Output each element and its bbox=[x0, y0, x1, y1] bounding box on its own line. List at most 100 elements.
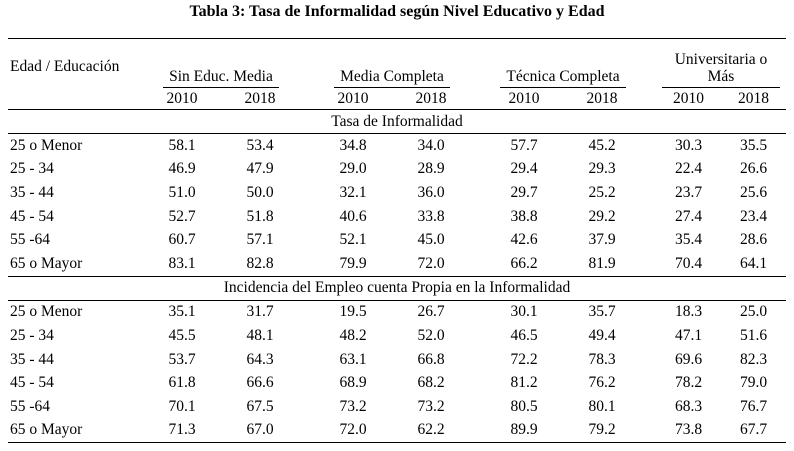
section-title: Tasa de Informalidad bbox=[331, 112, 463, 130]
table-cell: 68.3 bbox=[674, 397, 703, 415]
table-cell: 25.2 bbox=[588, 183, 616, 201]
table-cell: 61.8 bbox=[168, 374, 196, 392]
table-cell: 70.1 bbox=[168, 397, 196, 415]
table-cell: 35.1 bbox=[168, 303, 196, 321]
table-cell: 68.9 bbox=[339, 374, 367, 392]
table-cell: 30.1 bbox=[510, 303, 538, 321]
row-label: 55 -64 bbox=[10, 231, 51, 249]
table-cell: 52.1 bbox=[339, 231, 367, 249]
year-header: 2018 bbox=[415, 89, 447, 107]
table-row: 45 - 54 52.7 51.8 40.6 33.8 38.8 29.2 27.4 23.4 bbox=[8, 205, 786, 229]
row-label: 25 o Menor bbox=[10, 303, 83, 321]
table-cell: 52.0 bbox=[417, 326, 445, 344]
table-cell: 79.0 bbox=[739, 374, 768, 392]
table-cell: 35.5 bbox=[739, 136, 768, 154]
table-cell: 46.5 bbox=[510, 326, 538, 344]
table-row: 35 - 44 53.7 64.3 63.1 66.8 72.2 78.3 69.6 82.3 bbox=[8, 348, 786, 372]
table-cell: 45.0 bbox=[417, 231, 445, 249]
table-cell: 67.5 bbox=[246, 397, 274, 415]
row-label: 25 o Menor bbox=[10, 136, 83, 154]
row-label: 25 - 34 bbox=[10, 160, 54, 178]
table-cell: 45.2 bbox=[588, 136, 616, 154]
table-cell: 79.9 bbox=[339, 254, 367, 272]
table-cell: 70.4 bbox=[674, 254, 703, 272]
table-cell: 51.6 bbox=[739, 326, 768, 344]
table-cell: 50.0 bbox=[246, 183, 274, 201]
table-cell: 69.6 bbox=[674, 350, 703, 368]
table-cell: 57.7 bbox=[510, 136, 538, 154]
table-cell: 23.7 bbox=[674, 183, 703, 201]
group-header-sin-educ-media: Sin Educ. Media bbox=[143, 39, 299, 88]
table-cell: 53.4 bbox=[246, 136, 274, 154]
table-cell: 72.0 bbox=[417, 254, 445, 272]
table-cell: 64.3 bbox=[246, 350, 274, 368]
table-cell: 28.6 bbox=[739, 231, 768, 249]
table-row: 25 - 34 45.5 48.1 48.2 52.0 46.5 49.4 47.1 51.6 bbox=[8, 324, 786, 348]
row-label: 45 - 54 bbox=[10, 207, 54, 225]
header-row-years: 2010 2018 2010 2018 2010 2018 2010 2018 bbox=[8, 88, 786, 110]
table-cell: 62.2 bbox=[417, 421, 445, 439]
table-cell: 25.6 bbox=[739, 183, 768, 201]
table-cell: 63.1 bbox=[339, 350, 367, 368]
table-cell: 82.3 bbox=[739, 350, 768, 368]
year-header: 2010 bbox=[166, 89, 198, 107]
table-cell: 46.9 bbox=[168, 160, 196, 178]
table-cell: 29.4 bbox=[510, 160, 538, 178]
table-row: 55 -64 70.1 67.5 73.2 73.2 80.5 80.1 68.3 76.7 bbox=[8, 395, 786, 419]
table-row: 25 o Menor 35.1 31.7 19.5 26.7 30.1 35.7 18.3 25… bbox=[8, 300, 786, 324]
table-cell: 19.5 bbox=[339, 303, 367, 321]
table-cell: 58.1 bbox=[168, 136, 196, 154]
table-row: 65 o Mayor 83.1 82.8 79.9 72.0 66.2 81.9 70.4 64… bbox=[8, 252, 786, 277]
table-cell: 51.8 bbox=[246, 207, 274, 225]
table-cell: 51.0 bbox=[168, 183, 196, 201]
informality-table: Edad / Educación Sin Educ. Media Media C… bbox=[8, 38, 786, 443]
table-cell: 78.2 bbox=[674, 374, 703, 392]
table-cell: 25.0 bbox=[739, 303, 768, 321]
table-cell: 45.5 bbox=[168, 326, 196, 344]
table-cell: 29.2 bbox=[588, 207, 616, 225]
row-label: 45 - 54 bbox=[10, 374, 54, 392]
table-cell: 49.4 bbox=[588, 326, 616, 344]
table-cell: 73.2 bbox=[339, 397, 367, 415]
table-cell: 29.3 bbox=[588, 160, 616, 178]
year-header: 2010 bbox=[673, 89, 704, 107]
section-title: Incidencia del Empleo cuenta Propia en l… bbox=[223, 279, 571, 297]
row-label: 35 - 44 bbox=[10, 183, 54, 201]
table-cell: 23.4 bbox=[739, 207, 768, 225]
table-cell: 42.6 bbox=[510, 231, 538, 249]
table-cell: 72.0 bbox=[339, 421, 367, 439]
table-cell: 48.1 bbox=[246, 326, 274, 344]
table-cell: 68.2 bbox=[417, 374, 445, 392]
table-cell: 27.4 bbox=[674, 207, 703, 225]
table-cell: 72.2 bbox=[510, 350, 538, 368]
table-cell: 73.8 bbox=[674, 421, 703, 439]
row-label: 65 o Mayor bbox=[10, 254, 83, 272]
table-cell: 79.2 bbox=[588, 421, 616, 439]
year-header: 2010 bbox=[337, 89, 369, 107]
table-cell: 38.8 bbox=[510, 207, 538, 225]
table-cell: 66.8 bbox=[417, 350, 445, 368]
section-title-row: Tasa de Informalidad bbox=[8, 110, 786, 134]
table-cell: 35.4 bbox=[674, 231, 703, 249]
group-header-media-completa: Media Completa bbox=[314, 39, 470, 88]
year-header: 2018 bbox=[244, 89, 276, 107]
row-label: 25 - 34 bbox=[10, 326, 54, 344]
table-cell: 66.2 bbox=[510, 254, 538, 272]
year-header: 2018 bbox=[586, 89, 618, 107]
table-cell: 78.3 bbox=[588, 350, 616, 368]
table-cell: 28.9 bbox=[417, 160, 445, 178]
table-cell: 40.6 bbox=[339, 207, 367, 225]
table-row: 25 o Menor 58.1 53.4 34.8 34.0 57.7 45.2 30.3 35… bbox=[8, 134, 786, 158]
table-cell: 36.0 bbox=[417, 183, 445, 201]
table-cell: 47.9 bbox=[246, 160, 274, 178]
section-title-row: Incidencia del Empleo cuenta Propia en l… bbox=[8, 276, 786, 301]
row-label: 55 -64 bbox=[10, 397, 51, 415]
row-label-header: Edad / Educación bbox=[10, 57, 120, 75]
table-cell: 80.5 bbox=[510, 397, 538, 415]
table-cell: 67.0 bbox=[246, 421, 274, 439]
table-cell: 35.7 bbox=[588, 303, 616, 321]
table-cell: 33.8 bbox=[417, 207, 445, 225]
table-cell: 57.1 bbox=[246, 231, 274, 249]
table-cell: 83.1 bbox=[168, 254, 196, 272]
